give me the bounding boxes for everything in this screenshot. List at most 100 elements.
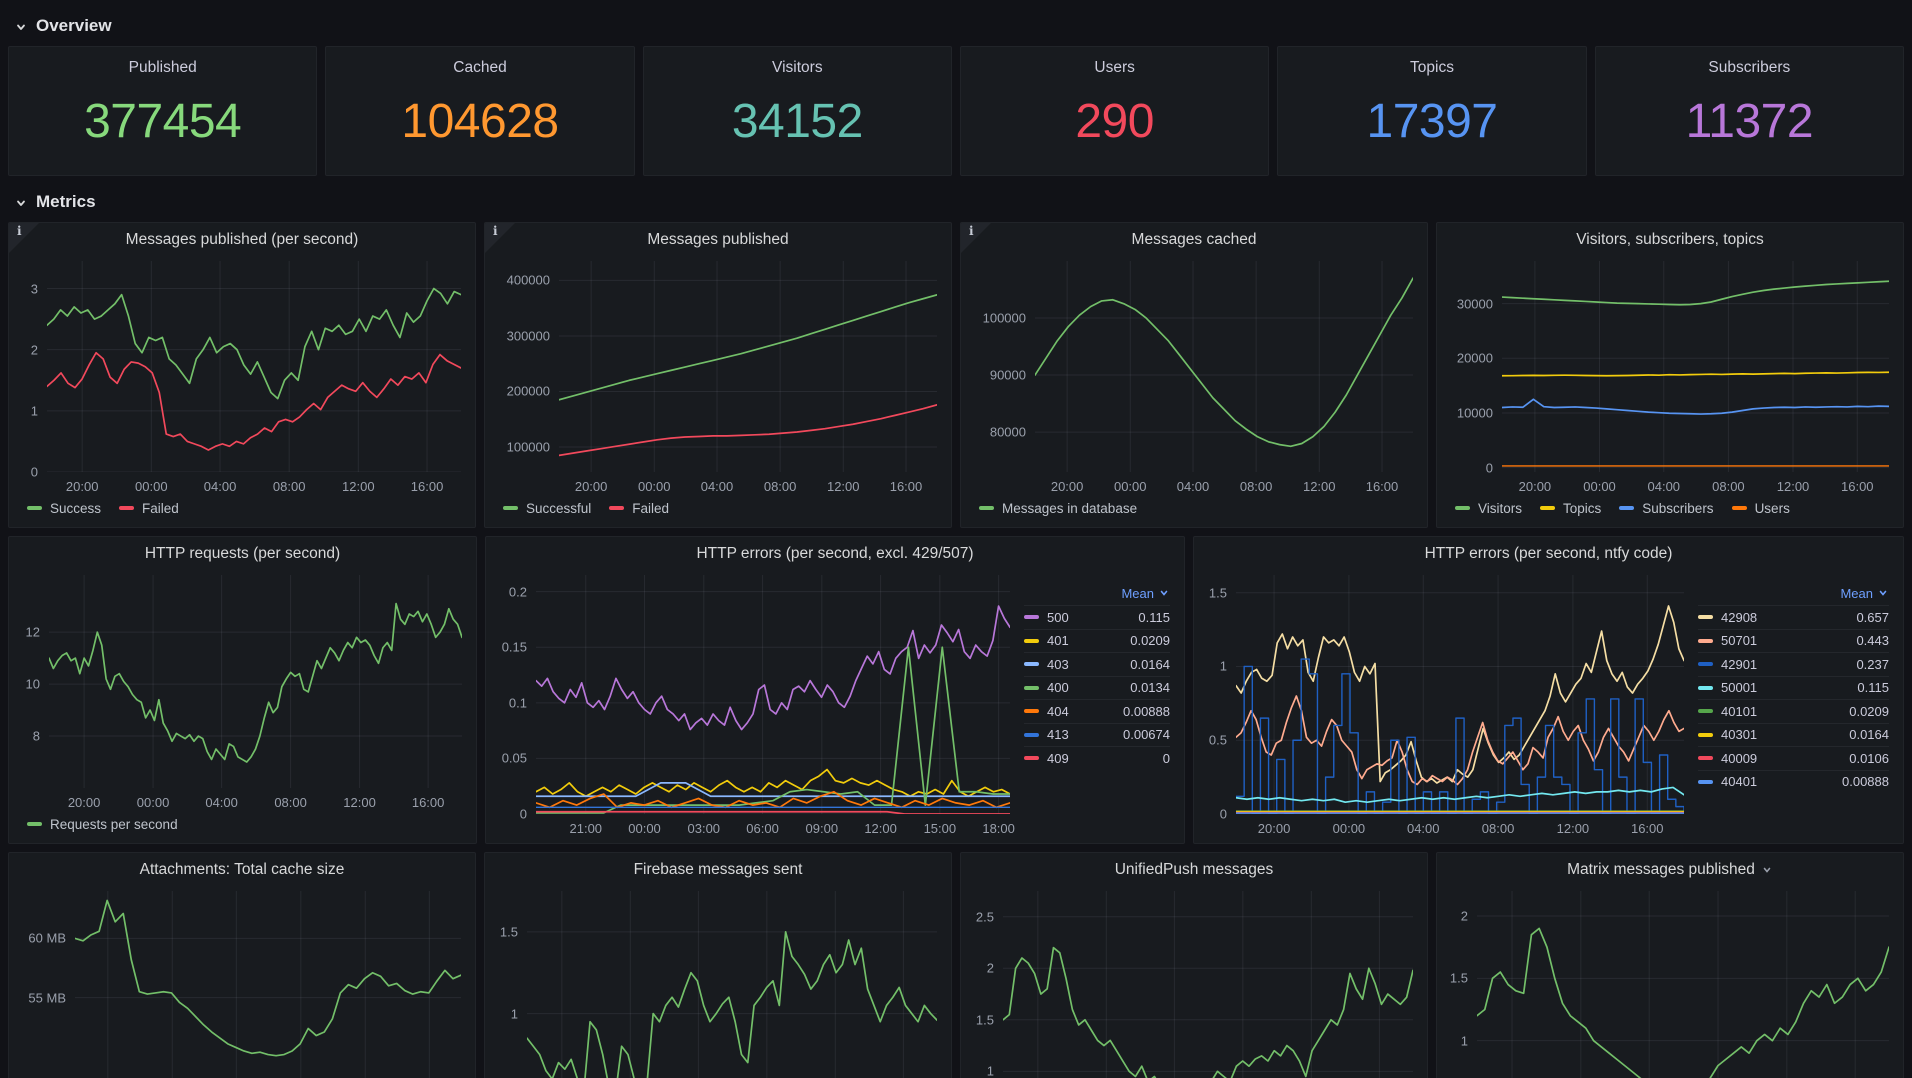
- legend-table-row[interactable]: 42908 0.657: [1698, 605, 1889, 629]
- stat-panel-visitors: Visitors 34152: [642, 46, 952, 176]
- legend-label: Visitors: [1478, 500, 1523, 516]
- legend-series-mean: 0.657: [1856, 609, 1889, 625]
- legend-item[interactable]: Success: [27, 501, 101, 516]
- legend-table-row[interactable]: 50001 0.115: [1698, 675, 1889, 700]
- legend: Success Failed: [19, 495, 461, 521]
- legend-series-label: 500: [1047, 609, 1069, 625]
- legend-swatch: [1024, 709, 1039, 714]
- chart-canvas[interactable]: [527, 891, 937, 1078]
- legend-table-row[interactable]: 500 0.115: [1024, 605, 1170, 629]
- panel-info-corner[interactable]: i: [961, 223, 991, 253]
- legend-table-row[interactable]: 40301 0.0164: [1698, 722, 1889, 747]
- plot-row: 8 10 12: [19, 575, 462, 788]
- legend-item[interactable]: Visitors: [1455, 501, 1522, 516]
- y-tick-label: 2: [30, 342, 38, 358]
- stat-value-wrap: 11372: [1596, 77, 1903, 175]
- series-line-0: [527, 932, 937, 1078]
- chart-canvas[interactable]: [1236, 575, 1684, 814]
- legend-table-row[interactable]: 50701 0.443: [1698, 628, 1889, 653]
- plot: [1236, 575, 1684, 814]
- legend-table-row[interactable]: 404 0.00888: [1024, 699, 1170, 723]
- y-tick-label: 90000: [989, 367, 1026, 383]
- legend-table-row[interactable]: 409 0: [1024, 746, 1170, 770]
- plot: [1502, 261, 1889, 472]
- legend-table-row[interactable]: 40009 0.0106: [1698, 746, 1889, 770]
- y-tick-label: 400000: [506, 272, 550, 288]
- panel-title[interactable]: UnifiedPush messages: [961, 853, 1427, 887]
- y-tick-label: 0: [1485, 460, 1493, 476]
- plot: [527, 891, 937, 1078]
- panel-title[interactable]: HTTP requests (per second): [9, 537, 476, 571]
- panel-info-corner[interactable]: i: [485, 223, 515, 253]
- legend-item[interactable]: Subscribers: [1619, 501, 1714, 516]
- series-line-404: [536, 792, 1010, 808]
- legend-item[interactable]: Requests per second: [27, 817, 178, 832]
- stat-value: 290: [1075, 94, 1154, 148]
- stat-panel-subscribers: Subscribers 11372: [1594, 46, 1904, 176]
- legend-table-row[interactable]: 413 0.00674: [1024, 722, 1170, 747]
- legend-label: Failed: [142, 500, 179, 516]
- panel-http-requests: HTTP requests (per second) 8 10 12 20:00 00:0…: [8, 536, 477, 844]
- plot: [47, 261, 461, 472]
- chart-canvas[interactable]: [1003, 891, 1413, 1078]
- legend-item[interactable]: Messages in database: [979, 501, 1137, 516]
- y-tick-label: 1: [1219, 658, 1227, 674]
- legend-table-row[interactable]: 401 0.0209: [1024, 628, 1170, 653]
- legend-item[interactable]: Failed: [609, 501, 669, 516]
- chart-canvas[interactable]: [49, 575, 462, 788]
- legend-table-row[interactable]: 42901 0.237: [1698, 652, 1889, 676]
- legend-table-row[interactable]: 40401 0.00888: [1698, 769, 1889, 794]
- chart-canvas[interactable]: [1035, 261, 1413, 472]
- x-axis: 21:00 00:00 03:00 06:00 09:00 12:00 15:00 18:00: [536, 814, 1014, 837]
- panel-title[interactable]: Firebase messages sent: [485, 853, 951, 887]
- panel-title[interactable]: HTTP errors (per second, excl. 429/507): [486, 537, 1184, 571]
- legend-swatch: [1024, 662, 1039, 667]
- stat-panel-cached: Cached 104628: [325, 46, 635, 176]
- legend-item[interactable]: Topics: [1540, 501, 1601, 516]
- legend-table-sort-mean[interactable]: Mean: [1024, 581, 1170, 605]
- legend-swatch: [979, 506, 994, 510]
- y-tick-label: 20000: [1456, 350, 1493, 366]
- info-icon: i: [493, 224, 498, 238]
- panel-title[interactable]: Matrix messages published: [1437, 853, 1903, 887]
- panel-title[interactable]: HTTP errors (per second, ntfy code): [1194, 537, 1903, 571]
- x-tick-label: 04:00: [1647, 479, 1681, 494]
- x-tick-label: 08:00: [272, 479, 306, 494]
- legend-table-row[interactable]: 400 0.0134: [1024, 675, 1170, 700]
- panel-title[interactable]: Messages published: [485, 223, 951, 257]
- legend-item[interactable]: Failed: [119, 501, 179, 516]
- panel-title[interactable]: Messages cached: [961, 223, 1427, 257]
- panel-info-corner[interactable]: i: [9, 223, 39, 253]
- legend-table-sort-mean[interactable]: Mean: [1698, 581, 1889, 605]
- legend-item[interactable]: Users: [1731, 501, 1790, 516]
- legend-table-row[interactable]: 403 0.0164: [1024, 652, 1170, 676]
- x-tick-label: 12:00: [1556, 821, 1590, 836]
- stat-title: Topics: [1410, 59, 1454, 76]
- panel-visitors-subscribers-topics: Visitors, subscribers, topics 0 10000 20000…: [1436, 222, 1904, 528]
- section-header-overview[interactable]: Overview: [8, 0, 1904, 46]
- plot-row: 0 0.05 0.1 0.15 0.2: [496, 575, 1010, 822]
- y-axis: 80000 90000 100000: [971, 261, 1035, 472]
- chart-canvas[interactable]: [536, 575, 1010, 814]
- chart-canvas[interactable]: [1477, 891, 1889, 1078]
- legend-item[interactable]: Successful: [503, 501, 591, 516]
- chart-canvas[interactable]: [75, 891, 461, 1078]
- chart-body: 0 1 2 3 20:00 00:00 04:00 08:00 12:00 16:00 Succes…: [9, 257, 475, 527]
- panel-msgs-published: i Messages published 100000 200000 300000 400…: [484, 222, 952, 528]
- panel-title[interactable]: Visitors, subscribers, topics: [1437, 223, 1903, 257]
- x-tick-label: 12:00: [826, 479, 860, 494]
- panel-title[interactable]: Attachments: Total cache size: [9, 853, 475, 887]
- section-header-metrics[interactable]: Metrics: [8, 176, 1904, 222]
- panel-title[interactable]: Messages published (per second): [9, 223, 475, 257]
- stats-row: Published 377454 Cached 104628 Visitors 34152…: [8, 46, 1904, 176]
- chart-canvas[interactable]: [559, 261, 937, 472]
- plot-row: 1 1.5 2 2.5: [971, 891, 1413, 1078]
- x-tick-label: 03:00: [687, 821, 721, 836]
- chart-canvas[interactable]: [1502, 261, 1889, 472]
- chart-canvas[interactable]: [47, 261, 461, 472]
- panel-menu-chevron-icon: [1763, 867, 1771, 873]
- legend-table-row[interactable]: 40101 0.0209: [1698, 699, 1889, 723]
- x-tick-label: 04:00: [205, 795, 238, 810]
- y-axis: 0 0.05 0.1 0.15 0.2: [496, 575, 536, 821]
